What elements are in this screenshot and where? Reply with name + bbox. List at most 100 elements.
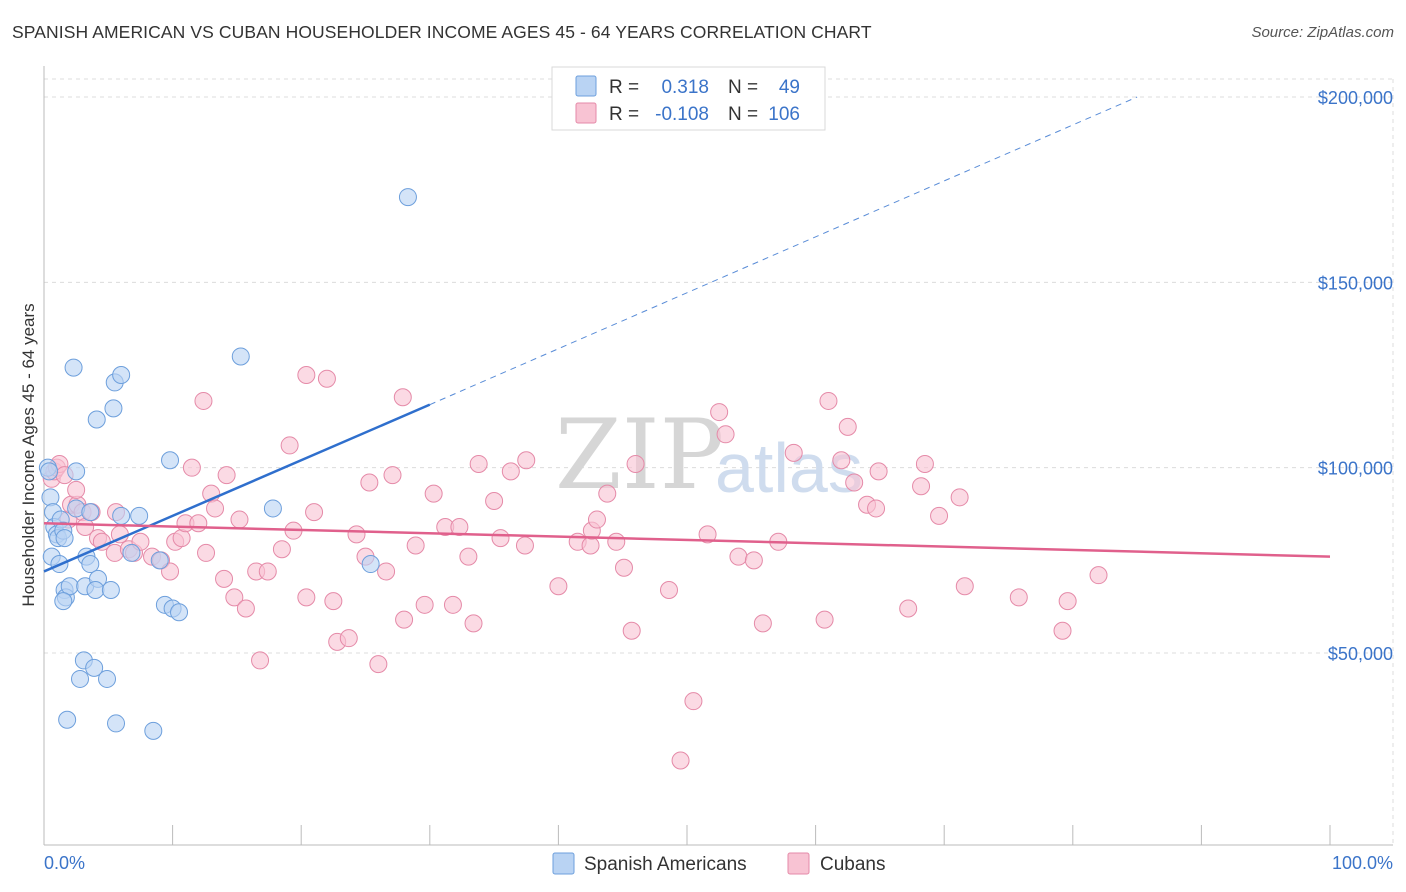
series-cubans — [42, 366, 1108, 770]
spanish-point-34 — [122, 543, 141, 562]
cuban-point-47 — [324, 592, 343, 611]
spanish-point-36 — [144, 721, 163, 740]
cuban-point-26 — [182, 458, 201, 477]
cuban-point-33 — [217, 466, 236, 485]
cuban-point-66 — [469, 454, 488, 473]
y-tick-label-0: $50,000 — [1328, 644, 1393, 664]
legend-r-value-cubans: -0.108 — [655, 104, 709, 125]
cuban-point-31 — [206, 499, 225, 518]
trend-line-spanish-extension — [429, 96, 1138, 406]
cuban-point-35 — [230, 510, 249, 529]
spanish-point-15 — [67, 462, 86, 481]
cuban-point-58 — [406, 536, 425, 555]
cuban-point-36 — [236, 599, 255, 618]
cuban-point-52 — [360, 473, 379, 492]
spanish-point-24 — [87, 410, 106, 429]
cuban-point-102 — [915, 454, 934, 473]
cuban-point-76 — [587, 510, 606, 529]
cuban-point-55 — [383, 466, 402, 485]
cuban-point-100 — [899, 599, 918, 618]
x-tick-label-min: 0.0% — [44, 853, 85, 873]
cuban-point-87 — [716, 425, 735, 444]
bottom-legend-label-spanish: Spanish Americans — [584, 854, 747, 875]
legend-swatch-spanish — [575, 75, 597, 97]
legend-r-value-spanish: 0.318 — [661, 77, 709, 98]
legend-r-label-spanish: R = — [609, 77, 639, 98]
x-tick-label-max: 100.0% — [1332, 853, 1393, 873]
cuban-point-49 — [339, 629, 358, 648]
y-axis-label: Householder Income Ages 45 - 64 years — [19, 303, 38, 606]
cuban-point-43 — [297, 366, 316, 384]
cuban-point-107 — [1053, 621, 1072, 640]
spanish-point-26 — [86, 580, 105, 599]
legend-n-label-cubans: N = — [728, 104, 758, 125]
y-tick-label-1: $100,000 — [1318, 459, 1393, 479]
spanish-point-27 — [98, 669, 117, 688]
bottom-legend-swatch-spanish — [552, 852, 575, 875]
cuban-point-39 — [258, 562, 277, 581]
cuban-point-41 — [280, 436, 299, 455]
spanish-point-48 — [54, 592, 73, 611]
y-tick-label-3: $200,000 — [1318, 88, 1393, 108]
cuban-point-79 — [614, 558, 633, 577]
cuban-point-89 — [744, 551, 763, 570]
cuban-point-95 — [838, 417, 857, 436]
cuban-point-70 — [515, 536, 534, 555]
cuban-point-110 — [819, 391, 838, 410]
bottom-legend-label-cubans: Cubans — [820, 854, 886, 875]
spanish-point-45 — [398, 188, 417, 207]
cuban-point-72 — [549, 577, 568, 596]
spanish-point-35 — [130, 506, 149, 525]
spanish-point-37 — [150, 551, 169, 570]
trend-line-spanish — [43, 403, 431, 573]
chart-title: SPANISH AMERICAN VS CUBAN HOUSEHOLDER IN… — [12, 22, 872, 42]
cuban-point-32 — [215, 569, 234, 588]
cuban-point-53 — [369, 655, 388, 674]
cuban-point-24 — [172, 529, 191, 548]
cuban-point-80 — [622, 621, 641, 640]
cuban-point-99 — [869, 462, 888, 481]
cuban-point-57 — [395, 610, 414, 629]
cuban-point-27 — [189, 514, 208, 533]
legend-n-value-cubans: 106 — [768, 104, 800, 125]
cuban-point-45 — [305, 503, 324, 522]
cuban-point-88 — [729, 547, 748, 566]
spanish-point-47 — [40, 462, 59, 481]
cuban-point-106 — [1009, 588, 1028, 607]
spanish-point-39 — [161, 451, 180, 470]
legend-frame — [551, 66, 826, 131]
cuban-point-96 — [845, 473, 864, 492]
cuban-point-81 — [626, 454, 645, 473]
cuban-point-85 — [698, 525, 717, 544]
cuban-point-78 — [607, 532, 626, 551]
spanish-point-22 — [81, 503, 100, 522]
cuban-point-28 — [194, 391, 213, 410]
axes — [43, 66, 1393, 846]
cuban-point-38 — [251, 651, 270, 670]
cuban-point-108 — [1058, 592, 1077, 611]
spanish-point-28 — [101, 580, 120, 599]
spanish-point-14 — [64, 358, 83, 377]
cuban-point-62 — [443, 595, 462, 614]
y-tick-labels: $50,000 $100,000 $150,000 $200,000 — [1318, 88, 1393, 664]
cuban-point-29 — [197, 543, 216, 562]
cuban-point-94 — [832, 451, 851, 470]
cuban-point-69 — [501, 462, 520, 481]
spanish-point-8 — [55, 529, 74, 548]
cuban-point-22 — [161, 562, 180, 581]
cuban-point-83 — [671, 751, 690, 770]
spanish-point-29 — [104, 399, 123, 418]
cuban-point-77 — [598, 484, 617, 503]
bottom-legend-swatch-cubans — [787, 852, 810, 875]
legend-n-label-spanish: N = — [728, 77, 758, 98]
legend-r-label-cubans: R = — [609, 104, 639, 125]
cuban-point-92 — [784, 443, 803, 462]
cuban-point-63 — [450, 517, 469, 536]
cuban-point-84 — [684, 692, 703, 711]
spanish-point-43 — [263, 499, 282, 518]
spanish-point-44 — [361, 555, 380, 574]
cuban-point-82 — [659, 580, 678, 599]
watermark: ZIP atlas — [555, 399, 863, 511]
spanish-point-41 — [170, 603, 189, 622]
